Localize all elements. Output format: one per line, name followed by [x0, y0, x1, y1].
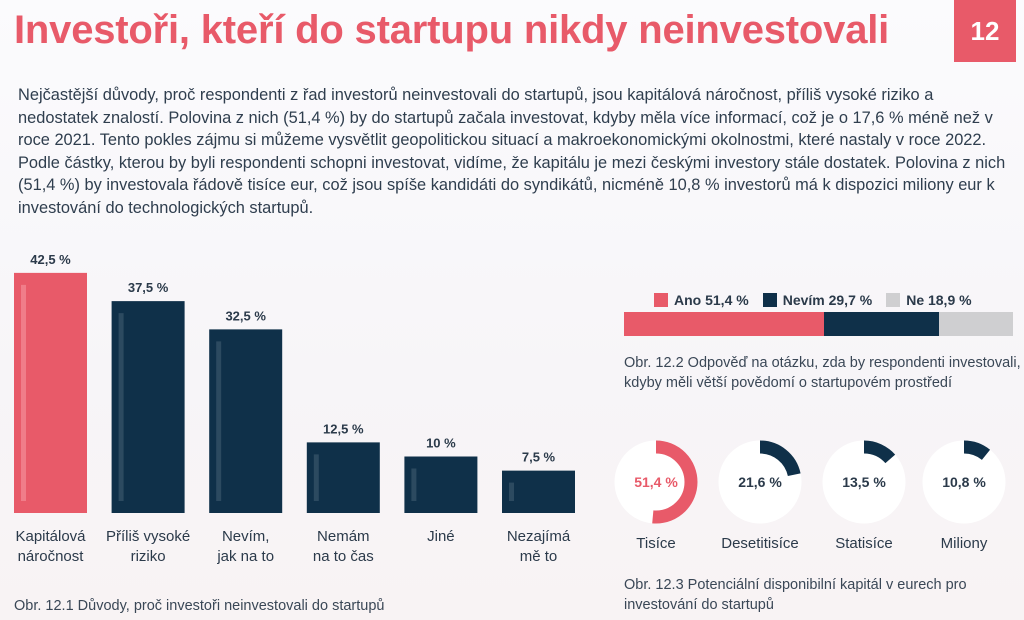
- bar-category-label-4-line-2: na to čas: [313, 548, 374, 565]
- legend-label-ne: Ne 18,9 %: [906, 292, 972, 308]
- donut-3: 13,5 %: [822, 440, 906, 524]
- donut-graphic-3: [822, 440, 906, 524]
- bar-category-label-6-line-1: Nezajímá: [507, 528, 571, 545]
- stacked-segment-nevím: [823, 312, 940, 336]
- bar-shine-5: [411, 468, 417, 501]
- bar-shine-4: [313, 454, 319, 501]
- donut-value-label-4: 10,8 %: [942, 474, 986, 490]
- donut-value-label-3: 13,5 %: [842, 474, 886, 490]
- donut-category-label-1: Tisíce: [636, 535, 676, 552]
- donut-1: 51,4 %: [614, 440, 698, 524]
- donut-value-label-2: 21,6 %: [738, 474, 782, 490]
- stacked-segment-ano: [624, 312, 824, 336]
- bar-value-label-1: 42,5 %: [30, 252, 71, 267]
- legend-swatch-ne: [886, 293, 901, 307]
- stacked-bar-legend: Ano 51,4 % Nevím 29,7 % Ne 18,9 %: [654, 291, 972, 309]
- bar-value-label-6: 7,5 %: [522, 450, 556, 465]
- donut-arc-4: [922, 440, 1006, 524]
- stacked-bar-caption: Obr. 12.2 Odpověď na otázku, zda by resp…: [624, 353, 1021, 393]
- page-title: Investoři, kteří do startupu nikdy neinv…: [14, 8, 890, 52]
- bar-shine-1: [21, 284, 26, 501]
- legend-label-nevim: Nevím 29,7 %: [782, 292, 873, 308]
- legend-item-ano: Ano 51,4 %: [654, 292, 749, 308]
- donut-arc-2: [718, 440, 802, 524]
- donut-graphic-1: [614, 440, 698, 524]
- bar-chart-caption: Obr. 12.1 Důvody, proč investoři neinves…: [14, 598, 385, 614]
- legend-swatch-nevim: [762, 293, 777, 307]
- bar-5: [404, 456, 478, 513]
- bar-3: [209, 329, 283, 513]
- awareness-stacked-bar: [624, 312, 1013, 336]
- donut-2: 21,6 %: [718, 440, 802, 524]
- bar-value-label-5: 10 %: [426, 436, 456, 451]
- stacked-bar-caption-line-2: kdyby měli větší povědomí o startupovém …: [624, 375, 953, 391]
- bar-category-label-6-line-2: mě to: [520, 548, 558, 565]
- donut-4: 10,8 %: [922, 440, 1006, 524]
- bar-category-label-2-line-1: Příliš vysoké: [106, 528, 190, 545]
- donut-value-label-1: 51,4 %: [634, 474, 678, 490]
- bar-category-label-5-line-1: Jiné: [427, 528, 455, 545]
- donut-graphic-4: [922, 440, 1006, 524]
- bar-value-label-3: 32,5 %: [225, 308, 266, 323]
- bar-category-label-3-line-1: Nevím,: [222, 528, 270, 545]
- intro-paragraph: Nejčastější důvody, proč respondenti z ř…: [18, 86, 1006, 217]
- bar-category-label-4-line-1: Nemám: [317, 528, 370, 545]
- bar-shine-3: [216, 341, 222, 501]
- bar-6: [502, 470, 575, 513]
- bar-category-label-3-line-2: jak na to: [216, 548, 274, 565]
- donut-category-label-2: Desetitisíce: [721, 535, 799, 552]
- bar-category-label-2-line-2: riziko: [131, 548, 166, 565]
- legend-label-ano: Ano 51,4 %: [674, 292, 749, 308]
- bar-category-label-1-line-2: náročnost: [18, 548, 85, 565]
- bar-1: [14, 272, 87, 513]
- stacked-segment-ne: [939, 312, 1013, 336]
- bar-value-label-4: 12,5 %: [323, 421, 364, 436]
- bar-shine-2: [118, 313, 124, 501]
- donut-base-4: [922, 440, 1006, 524]
- page-number-badge: 12: [954, 0, 1016, 62]
- bar-2: [111, 301, 185, 513]
- reasons-bar-chart: 42,5 % Kapitálová náročnost 37,5 % Příliš vy…: [14, 252, 575, 565]
- stacked-bar-caption-line-1: Obr. 12.2 Odpověď na otázku, zda by resp…: [624, 355, 1021, 371]
- donut-category-label-3: Statisíce: [835, 535, 893, 552]
- donut-caption-line-1: Obr. 12.3 Potenciální disponibilní kapit…: [624, 577, 967, 593]
- legend-item-ne: Ne 18,9 %: [886, 292, 972, 308]
- donut-category-label-4: Miliony: [940, 535, 988, 552]
- legend-swatch-ano: [654, 293, 668, 307]
- bar-shine-6: [509, 482, 514, 501]
- donut-caption-line-2: investování do startupů: [624, 597, 774, 613]
- legend-item-nevim: Nevím 29,7 %: [762, 292, 873, 308]
- bar-4: [306, 442, 380, 513]
- bar-value-label-2: 37,5 %: [128, 280, 169, 295]
- donut-graphic-2: [718, 440, 802, 524]
- bar-category-label-1-line-1: Kapitálová: [15, 528, 86, 545]
- donut-arc-3: [822, 440, 906, 524]
- donut-chart-caption: Obr. 12.3 Potenciální disponibilní kapit…: [624, 575, 967, 615]
- donut-arc-1: [614, 440, 698, 524]
